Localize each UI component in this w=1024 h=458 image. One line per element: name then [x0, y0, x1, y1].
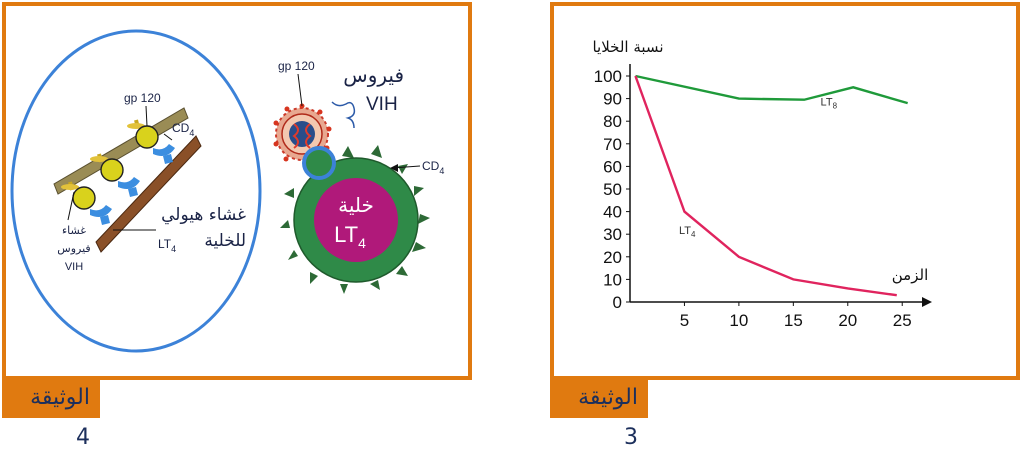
y-tick-label: 60 [603, 157, 622, 176]
y-tick-labels: 0 10 20 30 40 50 60 70 80 90 100 [594, 67, 630, 312]
y-tick-label: 50 [603, 180, 622, 199]
y-tick-label: 10 [603, 270, 622, 289]
cell-membrane [95, 135, 202, 253]
y-tick-label: 0 [613, 293, 622, 312]
y-tick-label: 40 [603, 203, 622, 222]
cell-membrane-label-2: للخلية [204, 231, 246, 251]
series-line-LT8 [635, 74, 909, 105]
cd4-label: CD [172, 121, 190, 135]
cell-label-sub: 4 [358, 235, 366, 251]
lt4-cell [280, 145, 430, 294]
cd4-label-sub: 4 [189, 128, 194, 138]
virus-gp120-label: gp 120 [278, 59, 315, 73]
cell-membrane-label-sub: 4 [171, 244, 176, 254]
series-line-LT4 [634, 75, 897, 297]
cd4-receptors [280, 145, 430, 294]
chart-axes [629, 64, 932, 307]
document-3-panel: 0 10 20 30 40 50 60 70 80 90 100 5 10 15 20 25 LT8 LT4 … [550, 2, 1020, 380]
zoom-ellipse [10, 29, 262, 353]
series-lines: LT8 LT4 [634, 74, 909, 297]
virus-label-en: VIH [366, 94, 398, 115]
x-tick-label: 25 [893, 311, 912, 330]
y-tick-label: 80 [603, 112, 622, 131]
series-label-LT4: LT4 [679, 225, 696, 239]
gp120-label: gp 120 [124, 91, 161, 105]
x-axis-arrow [922, 297, 932, 307]
svg-text:CD4: CD4 [422, 159, 444, 176]
cell-label-lt: LT [334, 222, 358, 247]
cell-cd4-label-sub: 4 [439, 166, 444, 176]
x-tick-label: 5 [680, 311, 689, 330]
cell-membrane-label-1: غشاء هيولي [161, 205, 246, 225]
gp120-cd4-binding [302, 146, 336, 180]
virus-membrane-label-1: غشاء [62, 224, 86, 237]
x-tick-label: 10 [729, 311, 748, 330]
document-4-diagram: gp 120 CD4 غشاء فيروس VIH غشاء هيولي للخ… [10, 29, 444, 353]
svg-text:CD4: CD4 [172, 121, 194, 138]
document-3-tab: الوثيقة 3 [550, 378, 648, 450]
y-tick-label: 90 [603, 90, 622, 109]
x-tick-label: 20 [838, 311, 857, 330]
cell-membrane-label-lt: LT [158, 237, 172, 251]
x-axis-label: الزمن [892, 266, 928, 284]
x-tick-label: 15 [784, 311, 803, 330]
y-tick-label: 100 [594, 67, 622, 86]
y-tick-label: 70 [603, 135, 622, 154]
virus-membrane-label-2: فيروس [57, 242, 90, 255]
virus-label-ar: فيروس [343, 63, 404, 87]
svg-text:LT4: LT4 [158, 237, 176, 254]
document-4-tab: الوثيقة 4 [2, 378, 100, 450]
y-tick-label: 20 [603, 248, 622, 267]
cell-cd4-label: CD [422, 159, 440, 173]
y-axis-label: نسبة الخلايا [592, 38, 663, 56]
gp120-cd4-complex [61, 119, 175, 225]
virus-membrane-label-3: VIH [65, 261, 83, 273]
series-label-LT8: LT8 [821, 96, 838, 110]
svg-text:LT4: LT4 [334, 222, 366, 251]
cell-label-ar: خلية [338, 193, 374, 217]
document-4-panel: gp 120 CD4 غشاء فيروس VIH غشاء هيولي للخ… [2, 2, 472, 380]
y-tick-label: 30 [603, 225, 622, 244]
x-tick-labels: 5 10 15 20 25 [680, 302, 912, 330]
